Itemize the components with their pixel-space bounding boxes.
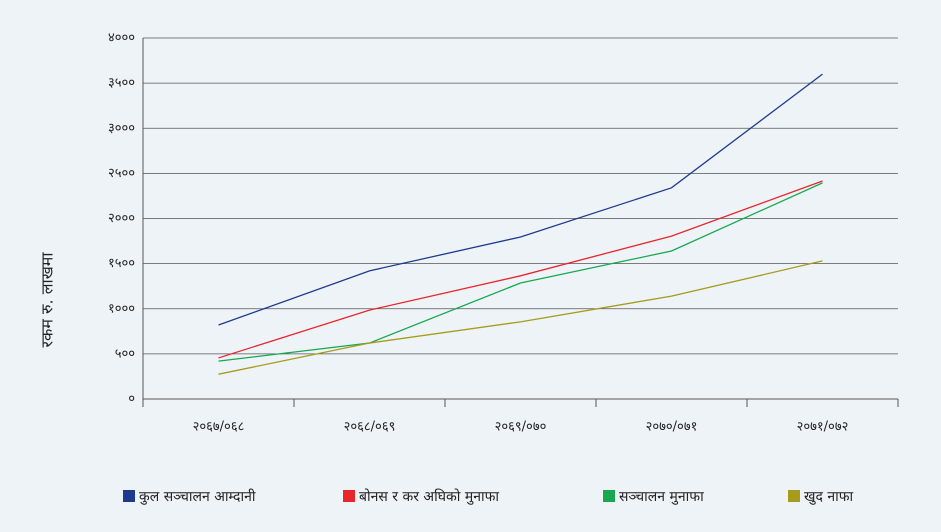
- line: [218, 260, 823, 375]
- y-tick-label: ५००: [115, 346, 135, 361]
- y-axis-label: रकम रु. लाखमा: [38, 252, 57, 348]
- y-tick-label: ३५००: [108, 76, 135, 91]
- line: [218, 180, 823, 359]
- legend-label: बोनस र कर अघिको मुनाफा: [359, 488, 499, 505]
- x-tick-label: २०६७/०६८: [193, 420, 245, 435]
- x-tick-label: २०७०/०७१: [646, 420, 698, 435]
- y-tick-label: ४०००: [108, 31, 135, 46]
- legend-swatch: [123, 490, 135, 502]
- x-tick-label: २०६८/०६९: [344, 420, 396, 435]
- y-tick-label: २५००: [108, 166, 135, 181]
- y-tick-label: १५००: [108, 256, 135, 271]
- y-tick-label: ०: [128, 392, 135, 407]
- y-tick-label: २०००: [108, 211, 135, 226]
- x-tick-label: २०६९/०७०: [495, 420, 547, 435]
- legend-swatch: [343, 490, 355, 502]
- y-tick-label: १०००: [108, 301, 135, 316]
- legend-label: कुल सञ्चालन आम्दानी: [139, 488, 256, 505]
- legend-label: खुद नाफा: [804, 489, 854, 505]
- y-tick-label: ३०००: [108, 121, 135, 136]
- line: [218, 73, 823, 326]
- line: [218, 182, 823, 362]
- legend-label: सञ्चालन मुनाफा: [619, 489, 704, 505]
- x-tick-label: २०७१/०७२: [797, 420, 849, 435]
- legend-swatch: [788, 490, 800, 502]
- legend-swatch: [603, 490, 615, 502]
